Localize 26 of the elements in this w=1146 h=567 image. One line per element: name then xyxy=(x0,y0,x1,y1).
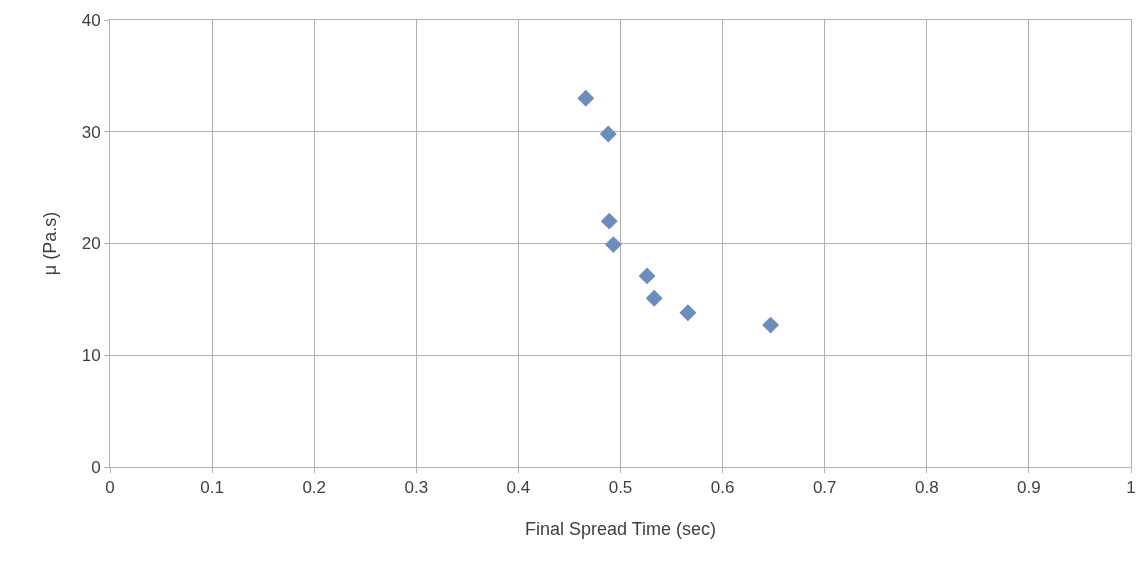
y-tick-label: 40 xyxy=(81,10,101,30)
x-tick-label: 0.4 xyxy=(506,478,531,498)
point xyxy=(679,304,697,322)
point xyxy=(638,267,656,285)
x-tick-label: 0.5 xyxy=(608,478,633,498)
point xyxy=(645,289,663,307)
x-tick-label: 0.9 xyxy=(1017,478,1041,498)
y-tick-label: 20 xyxy=(81,234,101,254)
point xyxy=(604,236,622,254)
x-tick-label: 0.7 xyxy=(812,478,837,498)
y-tick-label: 10 xyxy=(81,346,101,366)
y-tick-label: 30 xyxy=(81,122,101,142)
x-tick-label: 0 xyxy=(105,478,115,498)
point xyxy=(762,316,780,334)
x-tick-label: 0.6 xyxy=(710,478,735,498)
x-tick-label: 0.2 xyxy=(302,478,327,498)
x-tick-label: 1 xyxy=(1126,478,1136,498)
point xyxy=(577,89,595,107)
x-tick-label: 0.1 xyxy=(200,478,224,498)
y-axis-title: μ (Pa.s) xyxy=(39,211,60,276)
x-tick-label: 0.3 xyxy=(404,478,429,498)
y-tick-label: 0 xyxy=(91,457,101,477)
x-axis-title: Final Spread Time (sec) xyxy=(524,518,717,539)
point xyxy=(599,125,617,143)
x-tick-label: 0.8 xyxy=(914,478,939,498)
point xyxy=(600,212,618,230)
